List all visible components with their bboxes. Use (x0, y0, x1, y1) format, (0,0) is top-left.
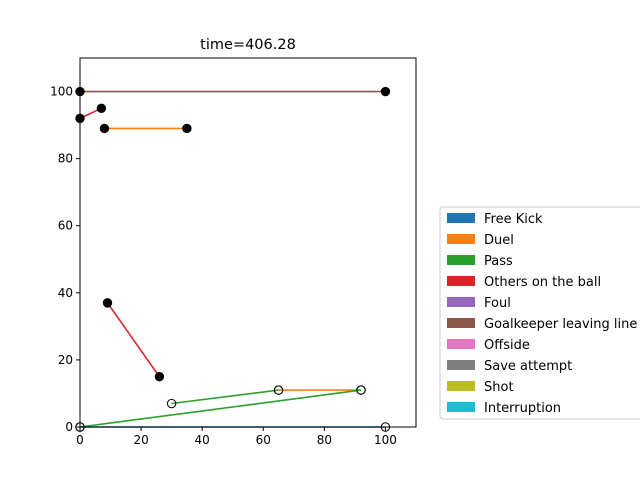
event-point (99, 123, 110, 134)
event-point (166, 398, 177, 409)
legend: Free Kick Duel Pass Others on the ball Foul G… (439, 206, 640, 420)
legend-item: Goalkeeper leaving line (447, 317, 637, 332)
y-tick-label: 60 (58, 219, 73, 233)
legend-item: Save attempt (447, 359, 572, 374)
legend-label: Shot (484, 380, 514, 395)
event-point (273, 385, 284, 395)
event-segment (273, 385, 366, 395)
x-tick-label: 100 (374, 433, 397, 447)
y-tick-label: 100 (50, 85, 73, 99)
axes: 0 20 40 60 80 100 0 20 40 60 80 100 (50, 57, 417, 447)
event-point (96, 103, 107, 114)
legend-swatch (447, 297, 475, 307)
legend-item: Shot (447, 380, 514, 395)
legend-label: Save attempt (484, 359, 572, 374)
legend-label: Goalkeeper leaving line (484, 317, 637, 332)
event-point (154, 371, 165, 382)
legend-swatch (447, 234, 475, 244)
segment-line (171, 389, 279, 405)
legend-swatch (447, 318, 475, 328)
x-tick-label: 40 (195, 433, 210, 447)
legend-item: Foul (447, 296, 511, 311)
legend-label: Free Kick (484, 212, 543, 227)
legend-swatch (447, 360, 475, 370)
legend-item: Duel (447, 233, 514, 248)
legend-label: Pass (484, 254, 513, 269)
legend-item: Free Kick (447, 212, 543, 227)
x-tick-label: 0 (76, 433, 84, 447)
segment-line (79, 389, 362, 428)
legend-swatch (447, 213, 475, 223)
legend-swatch (447, 381, 475, 391)
event-segment (99, 123, 192, 134)
event-point (182, 123, 192, 134)
legend-swatch (447, 255, 475, 265)
event-segment (102, 298, 165, 382)
legend-label: Foul (484, 296, 511, 311)
event-point (380, 86, 391, 97)
x-tick-label: 80 (317, 433, 332, 447)
event-point (356, 385, 366, 395)
plot-area (75, 86, 391, 432)
y-tick-label: 0 (65, 420, 73, 434)
legend-label: Duel (484, 233, 514, 248)
event-segment (75, 86, 391, 97)
segment-line (106, 302, 161, 378)
legend-item: Interruption (447, 401, 561, 416)
legend-label: Interruption (484, 401, 561, 416)
legend-label: Others on the ball (484, 275, 601, 290)
chart-title: time=406.28 (200, 37, 296, 53)
legend-label: Offside (484, 338, 530, 353)
legend-swatch (447, 276, 475, 286)
x-tick-label: 60 (256, 433, 271, 447)
event-point (102, 298, 113, 308)
y-tick-label: 80 (58, 152, 73, 166)
legend-item: Pass (447, 254, 513, 269)
axes-frame (79, 57, 417, 428)
x-tick-label: 20 (133, 433, 148, 447)
legend-swatch (447, 402, 475, 412)
y-tick-label: 40 (58, 286, 73, 300)
y-tick-label: 20 (58, 353, 73, 367)
legend-item: Others on the ball (447, 275, 601, 290)
legend-frame (439, 206, 640, 420)
legend-swatch (447, 339, 475, 349)
legend-item: Offside (447, 338, 530, 353)
event-segment (166, 385, 284, 409)
event-segment (75, 385, 366, 432)
